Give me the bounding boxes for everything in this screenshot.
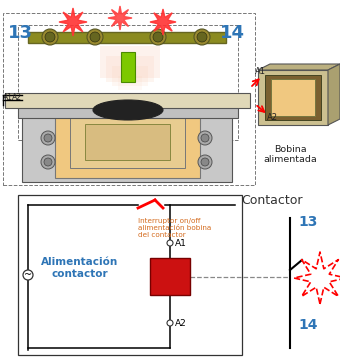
Bar — [258, 70, 328, 125]
Text: Bobina
alimentada: Bobina alimentada — [263, 145, 317, 164]
Bar — [18, 100, 238, 118]
Bar — [55, 110, 200, 178]
Circle shape — [44, 134, 52, 142]
Circle shape — [198, 155, 212, 169]
Text: Interruptor on/off
alimentación bobina
del contactor: Interruptor on/off alimentación bobina d… — [138, 218, 211, 238]
Circle shape — [201, 134, 209, 142]
Circle shape — [41, 131, 55, 145]
Bar — [28, 32, 226, 43]
Bar — [5, 93, 250, 108]
Text: A2: A2 — [267, 113, 278, 122]
Ellipse shape — [93, 100, 163, 120]
Circle shape — [194, 29, 210, 45]
Circle shape — [44, 158, 52, 166]
Text: A2: A2 — [12, 93, 22, 103]
Bar — [100, 46, 160, 78]
Circle shape — [167, 240, 173, 246]
Bar — [112, 66, 148, 86]
Circle shape — [41, 155, 55, 169]
Text: Contactor: Contactor — [241, 194, 303, 206]
Polygon shape — [59, 8, 87, 36]
Circle shape — [153, 32, 163, 42]
Text: 13: 13 — [8, 24, 33, 42]
Circle shape — [90, 32, 100, 42]
Polygon shape — [150, 9, 176, 35]
Circle shape — [167, 320, 173, 326]
Text: Alimentación
contactor: Alimentación contactor — [41, 257, 119, 279]
Bar — [70, 118, 185, 168]
Bar — [271, 79, 315, 116]
Bar — [18, 25, 238, 140]
Circle shape — [23, 270, 33, 280]
Bar — [150, 258, 190, 295]
Text: A1: A1 — [175, 238, 187, 247]
Bar — [18, 195, 242, 355]
Polygon shape — [108, 6, 132, 30]
Text: A1: A1 — [3, 93, 13, 103]
Polygon shape — [258, 64, 340, 70]
Text: ~: ~ — [24, 270, 32, 280]
Circle shape — [201, 158, 209, 166]
Text: 14: 14 — [298, 318, 318, 332]
Text: A2: A2 — [175, 318, 187, 327]
Bar — [3, 13, 255, 185]
Circle shape — [150, 29, 166, 45]
Bar — [118, 76, 142, 90]
Bar — [22, 102, 232, 182]
Circle shape — [197, 32, 207, 42]
Polygon shape — [328, 64, 340, 125]
Circle shape — [87, 29, 103, 45]
Bar — [121, 52, 135, 82]
Bar — [265, 75, 321, 120]
Circle shape — [42, 29, 58, 45]
Bar — [106, 56, 154, 82]
Circle shape — [198, 131, 212, 145]
Bar — [85, 124, 170, 160]
Text: 13: 13 — [298, 215, 317, 229]
Text: 14: 14 — [220, 24, 245, 42]
Text: A1: A1 — [255, 67, 266, 76]
Circle shape — [45, 32, 55, 42]
